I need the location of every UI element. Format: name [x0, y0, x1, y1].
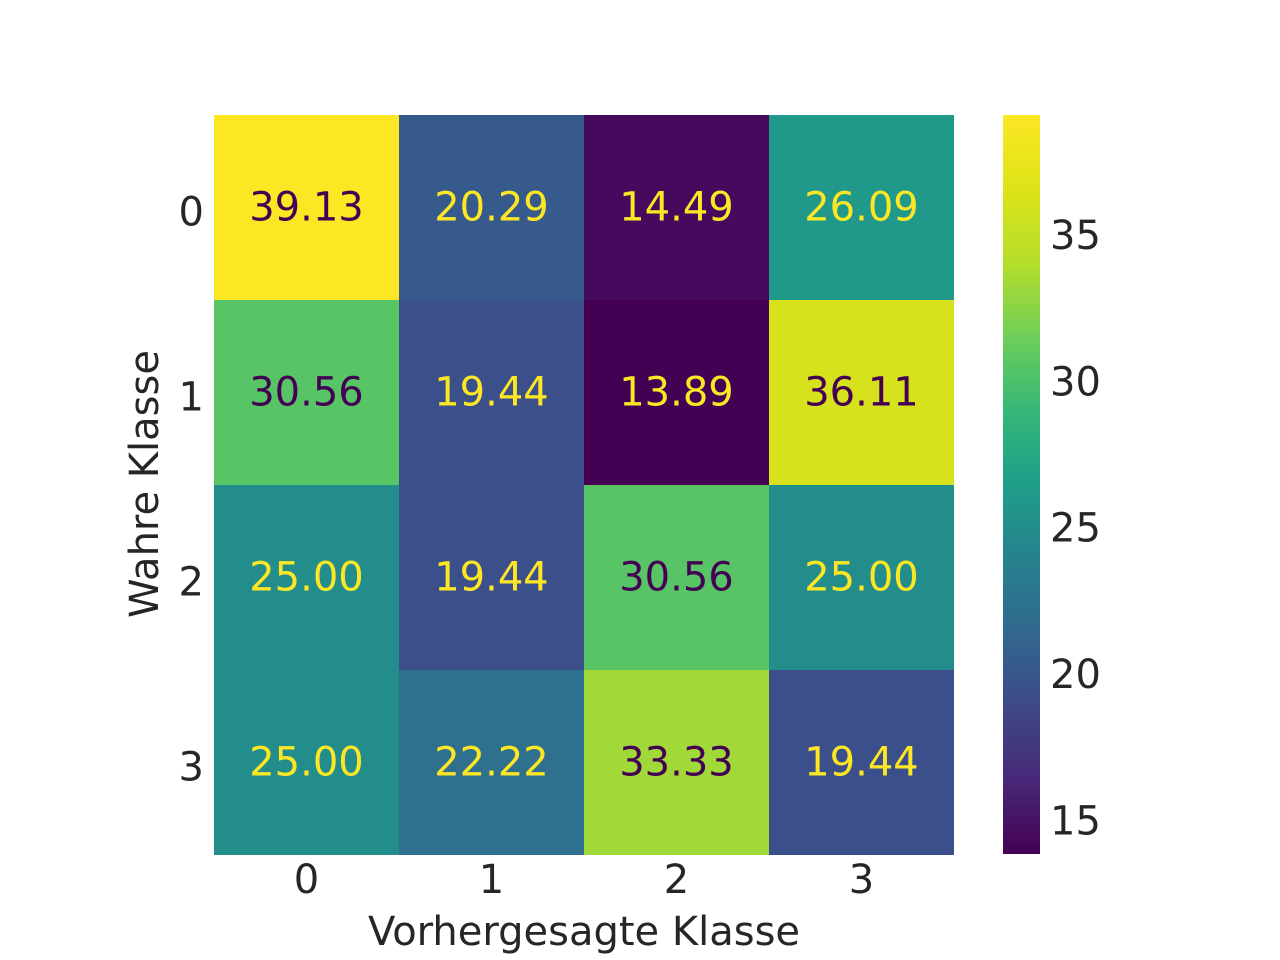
cell-value-label: 25.00	[804, 555, 919, 601]
heatmap-cell	[769, 670, 954, 855]
heatmap-cell	[399, 115, 584, 300]
cell-value-label: 30.56	[249, 370, 364, 416]
heatmap-cell	[584, 670, 769, 855]
x-tick-label: 2	[664, 857, 689, 903]
colorbar-tick-labels: 15 20 25 30 35	[1050, 213, 1101, 845]
cell-value-label: 22.22	[434, 740, 549, 786]
cell-value-label: 20.29	[434, 185, 549, 231]
cell-value-label: 26.09	[804, 185, 919, 231]
cell-value-label: 33.33	[619, 740, 734, 786]
heatmap-cell	[769, 485, 954, 670]
heatmap-cell	[214, 300, 399, 485]
heatmap-cell	[399, 300, 584, 485]
cell-value-label: 36.11	[804, 370, 919, 416]
y-tick-label: 0	[179, 190, 204, 236]
cell-value-label: 19.44	[434, 555, 549, 601]
heatmap-cell	[214, 670, 399, 855]
heatmap-cell	[769, 115, 954, 300]
x-tick-label: 0	[294, 857, 319, 903]
y-tick-label: 3	[179, 745, 204, 791]
colorbar	[1003, 115, 1040, 854]
heatmap-cell-labels: 39.13 20.29 14.49 26.09 30.56 19.44 13.89 36.11…	[249, 185, 919, 786]
cell-value-label: 19.44	[804, 740, 919, 786]
y-tick-labels: 0 1 2 3	[179, 190, 204, 791]
x-tick-label: 3	[849, 857, 874, 903]
heatmap-cell	[584, 485, 769, 670]
colorbar-tick-label: 15	[1050, 799, 1101, 845]
cell-value-label: 39.13	[249, 185, 364, 231]
y-tick-label: 1	[179, 375, 204, 421]
colorbar-tick-label: 25	[1050, 506, 1101, 552]
cell-value-label: 25.00	[249, 555, 364, 601]
heatmap-cell	[214, 485, 399, 670]
cell-value-label: 14.49	[619, 185, 734, 231]
y-tick-label: 2	[179, 560, 204, 606]
cell-value-label: 30.56	[619, 555, 734, 601]
heatmap-cell	[399, 485, 584, 670]
cell-value-label: 25.00	[249, 740, 364, 786]
colorbar-tick-label: 30	[1050, 359, 1101, 405]
y-axis-label: Wahre Klasse	[122, 350, 168, 618]
heatmap-cell	[584, 300, 769, 485]
cell-value-label: 19.44	[434, 370, 549, 416]
heatmap-cell	[214, 115, 399, 300]
heatmap-cell	[769, 300, 954, 485]
colorbar-tick-label: 35	[1050, 213, 1101, 259]
heatmap-cell	[584, 115, 769, 300]
heatmap-cell	[399, 670, 584, 855]
colorbar-tick-label: 20	[1050, 652, 1101, 698]
heatmap-cells	[214, 115, 954, 855]
x-axis-label: Vorhergesagte Klasse	[368, 909, 800, 955]
x-tick-labels: 0 1 2 3	[294, 857, 874, 903]
x-tick-label: 1	[479, 857, 504, 903]
cell-value-label: 13.89	[619, 370, 734, 416]
